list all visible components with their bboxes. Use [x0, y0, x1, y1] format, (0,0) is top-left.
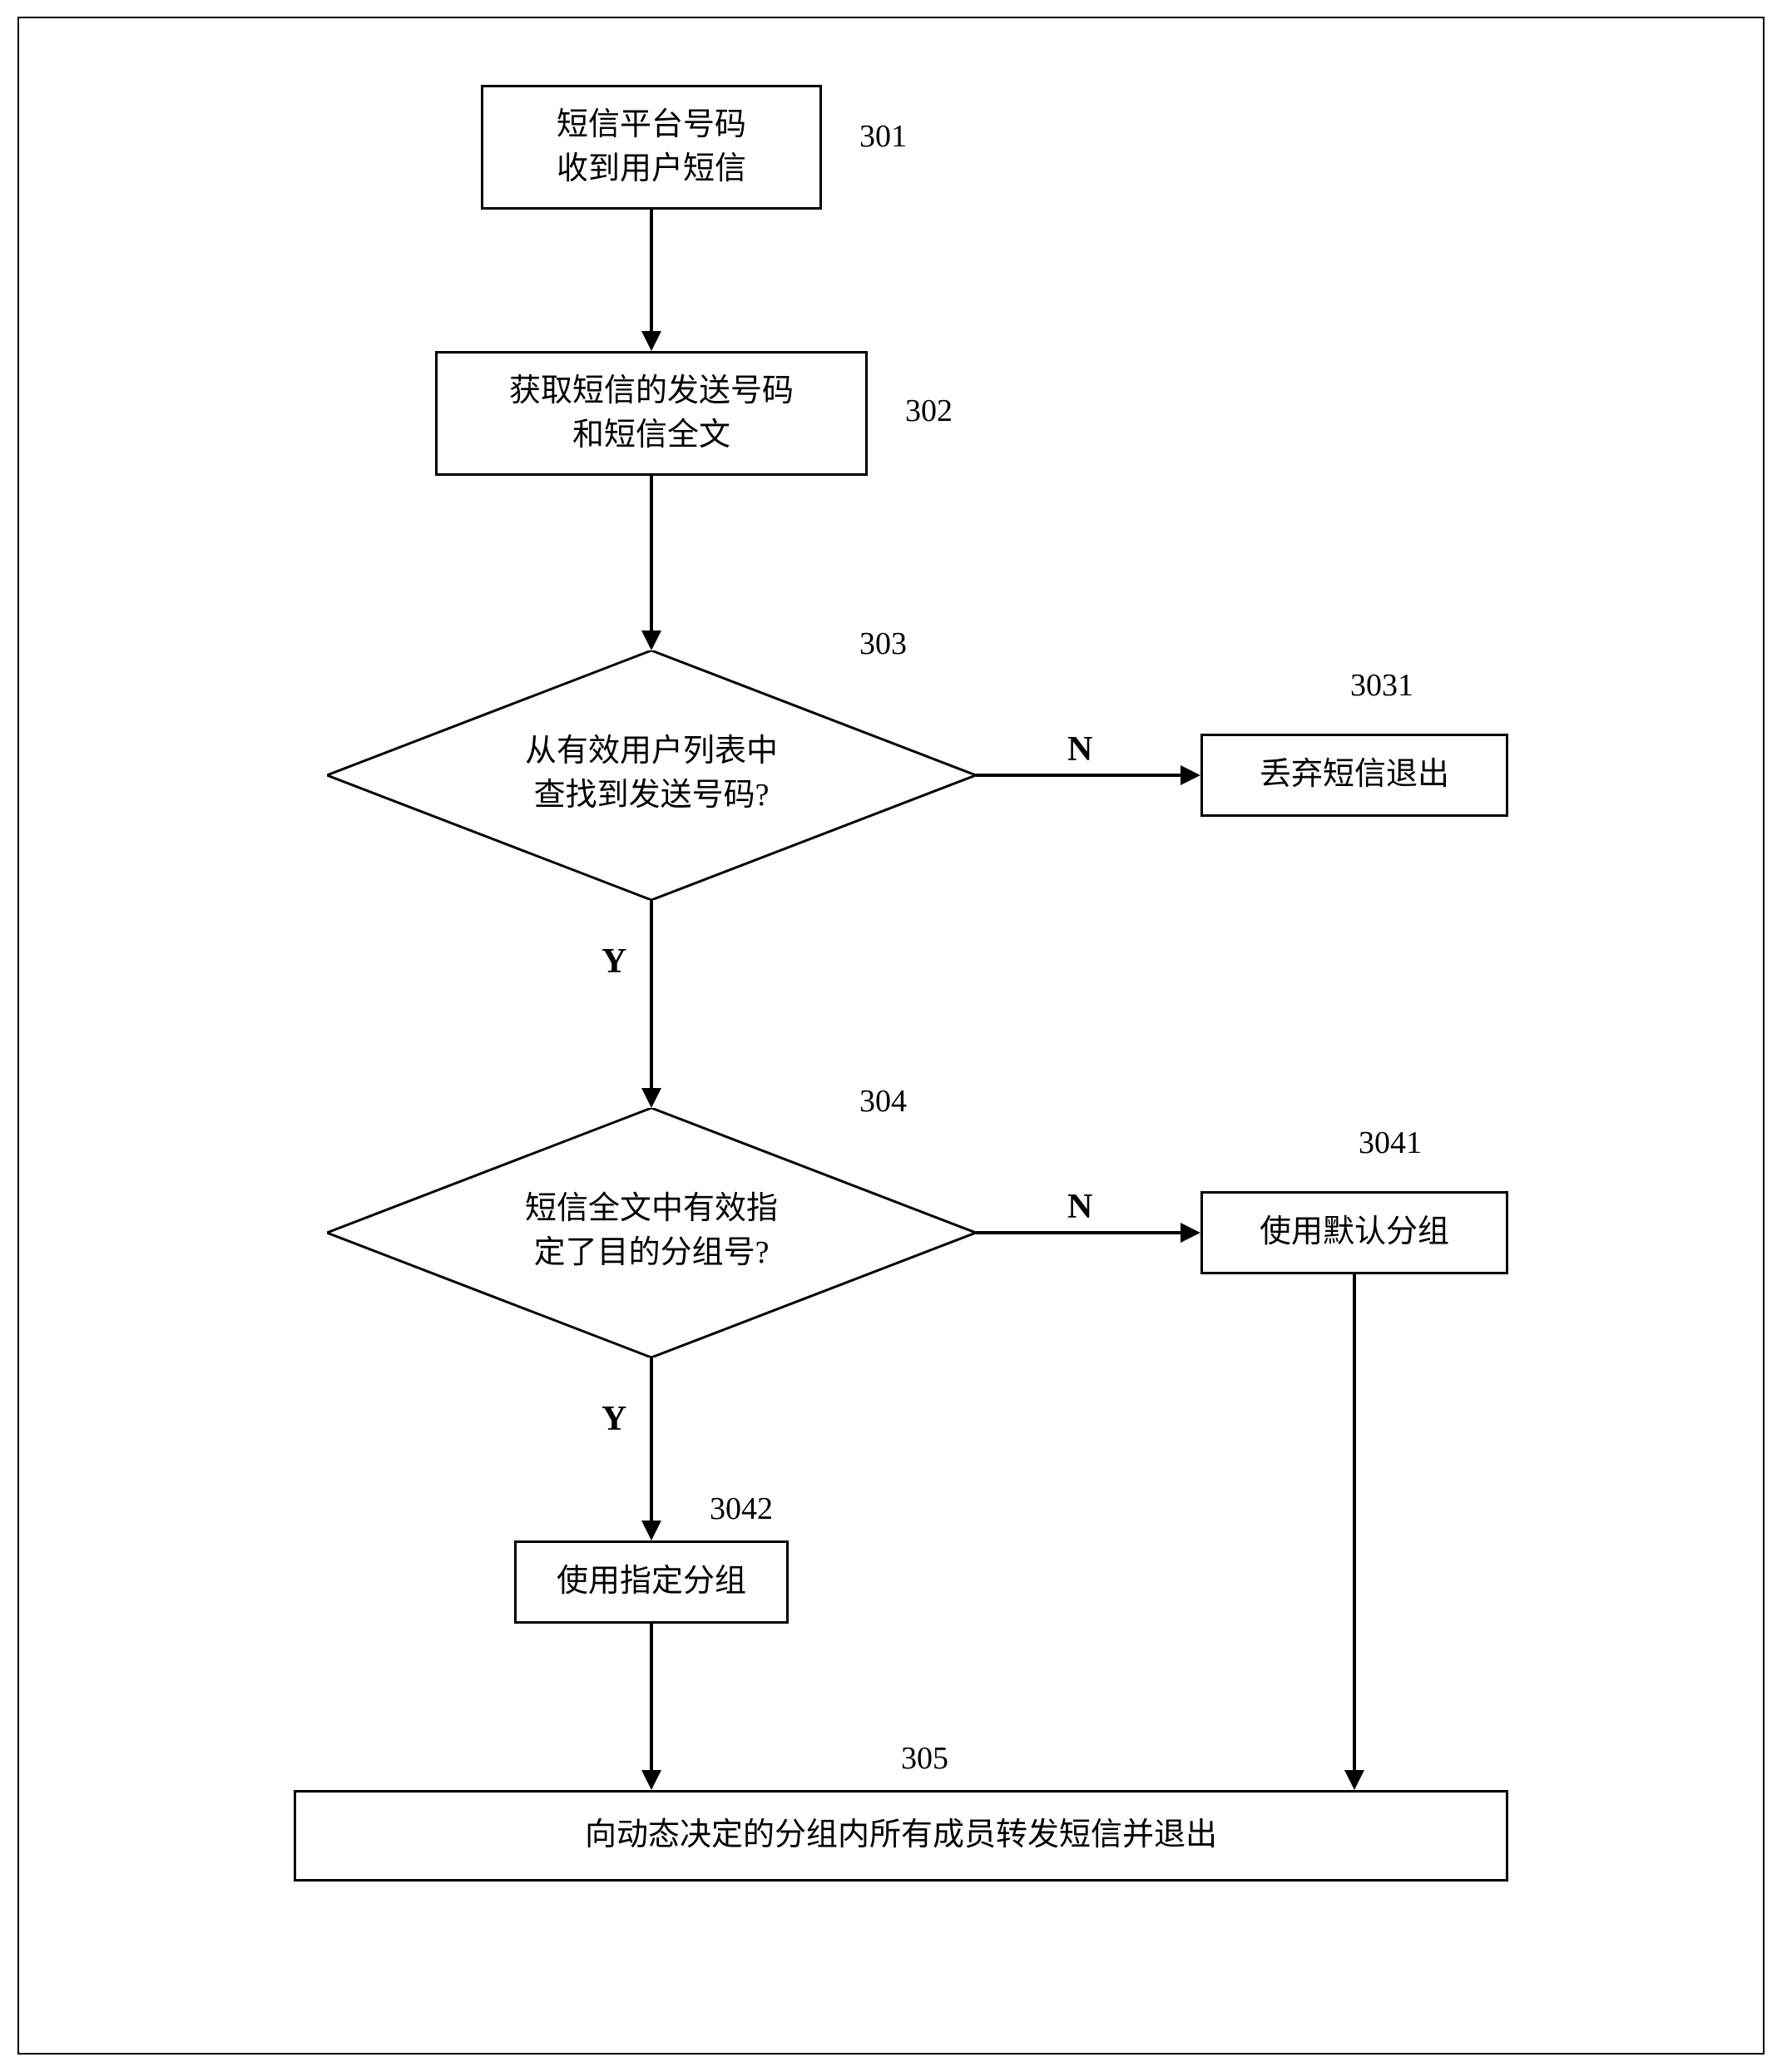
- edge-304-3042: [650, 1357, 653, 1521]
- arrowhead-301-302: [641, 331, 661, 351]
- node-301-line1: 短信平台号码: [557, 107, 746, 142]
- node-3042: 使用指定分组: [514, 1540, 789, 1624]
- label-3041: 3041: [1359, 1125, 1422, 1161]
- arrowhead-304-3042: [641, 1521, 661, 1540]
- node-3041: 使用默认分组: [1200, 1191, 1508, 1274]
- node-303: 从有效用户列表中 查找到发送号码?: [327, 650, 976, 900]
- arrowhead-303-304: [641, 1088, 661, 1108]
- label-302: 302: [905, 393, 953, 429]
- label-y-304: Y: [601, 1399, 626, 1439]
- node-302-line1: 获取短信的发送号码: [509, 373, 794, 408]
- label-y-303: Y: [601, 942, 626, 982]
- arrowhead-3042-305: [641, 1770, 661, 1790]
- node-304-line2: 定了目的分组号?: [534, 1235, 770, 1270]
- arrowhead-304-3041: [1181, 1223, 1200, 1243]
- node-305-text: 向动态决定的分组内所有成员转发短信并退出: [585, 1813, 1217, 1857]
- edge-302-303: [650, 476, 653, 631]
- arrowhead-3041-305: [1344, 1770, 1364, 1790]
- node-303-line1: 从有效用户列表中: [525, 734, 778, 769]
- label-303: 303: [859, 626, 907, 662]
- node-301-line2: 收到用户短信: [557, 151, 746, 186]
- node-3031: 丢弃短信退出: [1200, 734, 1508, 817]
- edge-304-3041: [976, 1231, 1181, 1234]
- arrowhead-302-303: [641, 631, 661, 650]
- label-301: 301: [859, 118, 907, 155]
- label-304: 304: [859, 1083, 907, 1120]
- label-n-303: N: [1067, 729, 1092, 769]
- edge-301-302: [650, 210, 653, 331]
- node-302-line2: 和短信全文: [572, 418, 730, 452]
- node-3042-text: 使用指定分组: [557, 1560, 746, 1604]
- label-305: 305: [901, 1740, 948, 1777]
- node-302: 获取短信的发送号码 和短信全文: [435, 351, 868, 476]
- arrowhead-303-3031: [1181, 765, 1200, 785]
- label-3042: 3042: [710, 1491, 773, 1527]
- node-303-line2: 查找到发送号码?: [534, 778, 770, 813]
- edge-303-3031: [976, 774, 1181, 777]
- node-305: 向动态决定的分组内所有成员转发短信并退出: [294, 1790, 1508, 1882]
- edge-303-304: [650, 900, 653, 1088]
- edge-3041-305: [1353, 1274, 1356, 1770]
- label-n-304: N: [1067, 1187, 1092, 1227]
- label-3031: 3031: [1350, 667, 1413, 704]
- node-301: 短信平台号码 收到用户短信: [481, 85, 822, 210]
- node-3031-text: 丢弃短信退出: [1260, 753, 1449, 797]
- flowchart-frame: 短信平台号码 收到用户短信 301 获取短信的发送号码 和短信全文 302 从有…: [17, 17, 1765, 2055]
- node-3041-text: 使用默认分组: [1260, 1210, 1449, 1254]
- edge-3042-305: [650, 1624, 653, 1770]
- node-304-line1: 短信全文中有效指: [525, 1191, 778, 1226]
- node-304: 短信全文中有效指 定了目的分组号?: [327, 1108, 976, 1357]
